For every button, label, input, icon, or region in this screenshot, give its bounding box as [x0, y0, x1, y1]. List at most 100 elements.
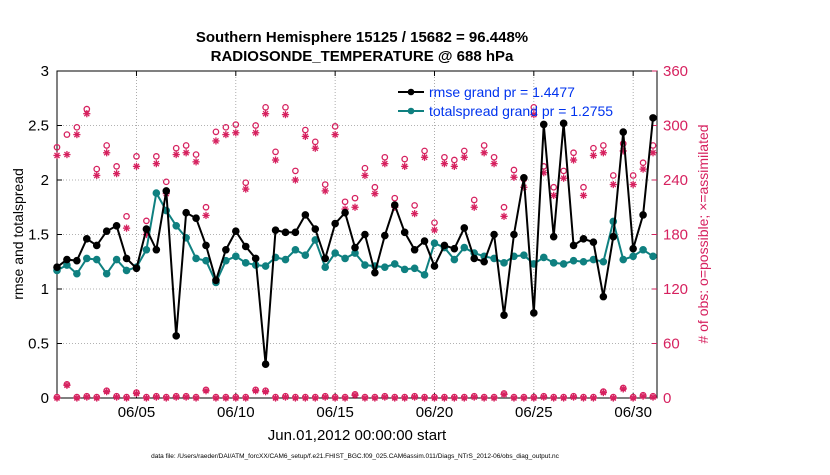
- y-tick-label: 2: [41, 172, 49, 189]
- rmse-point: [480, 257, 488, 266]
- obs-low-assimilated-marker: [291, 394, 300, 402]
- asterisk-stroke: [451, 395, 458, 401]
- obs-low-assimilated-marker: [103, 388, 111, 396]
- obs-assimilated-marker: [53, 151, 61, 160]
- asterisk-stroke: [242, 395, 249, 401]
- asterisk-stroke: [600, 389, 607, 396]
- asterisk-stroke: [451, 163, 458, 170]
- rmse-point: [510, 230, 518, 239]
- obs-possible-marker: [321, 181, 329, 188]
- y-tick-label: 3: [41, 63, 49, 80]
- asterisk-stroke: [262, 388, 269, 395]
- obs-assimilated-marker: [609, 180, 617, 189]
- asterisk-stroke: [461, 395, 468, 401]
- rmse-point: [490, 230, 498, 239]
- asterisk-stroke: [650, 149, 657, 156]
- obs-assimilated-marker: [589, 151, 598, 160]
- totalspread-point: [102, 269, 111, 278]
- rmse-point: [609, 232, 618, 241]
- obs-assimilated-marker: [172, 150, 180, 159]
- obs-assimilated-marker: [222, 130, 230, 139]
- y-tick-label: 1: [41, 281, 49, 298]
- totalspread-point: [599, 257, 608, 266]
- obs-assimilated-marker: [480, 149, 488, 157]
- obs-possible-marker: [480, 142, 488, 149]
- obs-possible-marker: [53, 143, 61, 151]
- obs-low-assimilated-marker: [579, 394, 588, 402]
- obs-low-assimilated-marker: [83, 393, 91, 401]
- totalspread-point: [142, 245, 151, 254]
- legend-swatch-marker: [407, 88, 415, 96]
- asterisk-stroke: [54, 152, 60, 159]
- obs-assimilated-marker: [440, 160, 449, 168]
- asterisk-stroke: [441, 395, 448, 401]
- rmse-point: [232, 227, 240, 236]
- asterisk-stroke: [520, 395, 527, 401]
- asterisk-stroke: [342, 395, 349, 401]
- totalspread-point: [649, 252, 657, 261]
- obs-assimilated-marker: [560, 174, 568, 182]
- totalspread-point: [420, 271, 429, 279]
- x-tick-label: 06/20: [416, 404, 454, 421]
- asterisk-stroke: [232, 129, 239, 136]
- rmse-point: [619, 128, 628, 136]
- obs-low-assimilated-marker: [609, 394, 617, 402]
- asterisk-stroke: [123, 395, 130, 401]
- obs-possible-marker: [143, 217, 150, 225]
- obs-low-assimilated-marker: [182, 393, 190, 401]
- rmse-point: [261, 360, 270, 369]
- asterisk-stroke: [203, 212, 209, 219]
- rmse-point: [321, 254, 330, 263]
- obs-assimilated-marker: [192, 158, 200, 166]
- asterisk-stroke: [530, 395, 537, 401]
- asterisk-stroke: [322, 394, 329, 401]
- asterisk-stroke: [352, 392, 358, 399]
- asterisk-stroke: [222, 395, 229, 401]
- obs-assimilated-marker: [649, 149, 657, 157]
- y-tick-label-right: 300: [663, 118, 688, 135]
- obs-assimilated-marker: [113, 170, 121, 178]
- totalspread-point: [83, 254, 91, 263]
- obs-possible-marker: [222, 123, 230, 131]
- totalspread-point: [341, 254, 349, 263]
- obs-low-assimilated-marker: [152, 393, 160, 401]
- asterisk-stroke: [292, 177, 299, 183]
- obs-assimilated-marker: [122, 224, 131, 232]
- rmse-point: [371, 268, 379, 277]
- asterisk-stroke: [361, 395, 368, 401]
- obs-low-assimilated-marker: [550, 394, 558, 402]
- obs-assimilated-marker: [271, 156, 280, 164]
- obs-low-assimilated-marker: [500, 390, 508, 398]
- obs-possible-marker: [500, 203, 508, 211]
- obs-low-assimilated-marker: [629, 394, 637, 402]
- rmse-point: [381, 231, 389, 240]
- rmse-point: [639, 211, 647, 219]
- obs-possible-marker: [609, 172, 617, 179]
- legend-label: rmse grand pr = 1.4477: [429, 84, 575, 100]
- obs-low-assimilated-marker: [311, 394, 319, 402]
- asterisk-stroke: [471, 394, 478, 401]
- y-tick-label-right: 180: [663, 227, 688, 244]
- asterisk-stroke: [212, 395, 219, 401]
- asterisk-stroke: [421, 154, 428, 161]
- chart-subtitle: RADIOSONDE_TEMPERATURE @ 688 hPa: [211, 48, 514, 65]
- obs-possible-marker: [133, 153, 140, 160]
- rmse-point: [132, 264, 141, 273]
- totalspread-point: [291, 245, 300, 254]
- rmse-point: [152, 245, 161, 254]
- asterisk-stroke: [232, 395, 239, 401]
- asterisk-stroke: [481, 395, 488, 401]
- obs-possible-marker: [113, 163, 120, 170]
- obs-low-assimilated-marker: [530, 394, 538, 402]
- rmse-point: [192, 214, 200, 222]
- y-tick-label-right: 120: [663, 281, 688, 298]
- y-axis-label: rmse and totalspread: [10, 168, 26, 300]
- obs-assimilated-marker: [281, 111, 290, 119]
- totalspread-point: [520, 251, 528, 260]
- totalspread-point: [192, 254, 200, 263]
- totalspread-point: [450, 255, 459, 264]
- asterisk-stroke: [461, 154, 468, 161]
- y-tick-label: 0: [41, 390, 49, 407]
- obs-assimilated-marker: [550, 191, 558, 200]
- asterisk-stroke: [411, 210, 418, 217]
